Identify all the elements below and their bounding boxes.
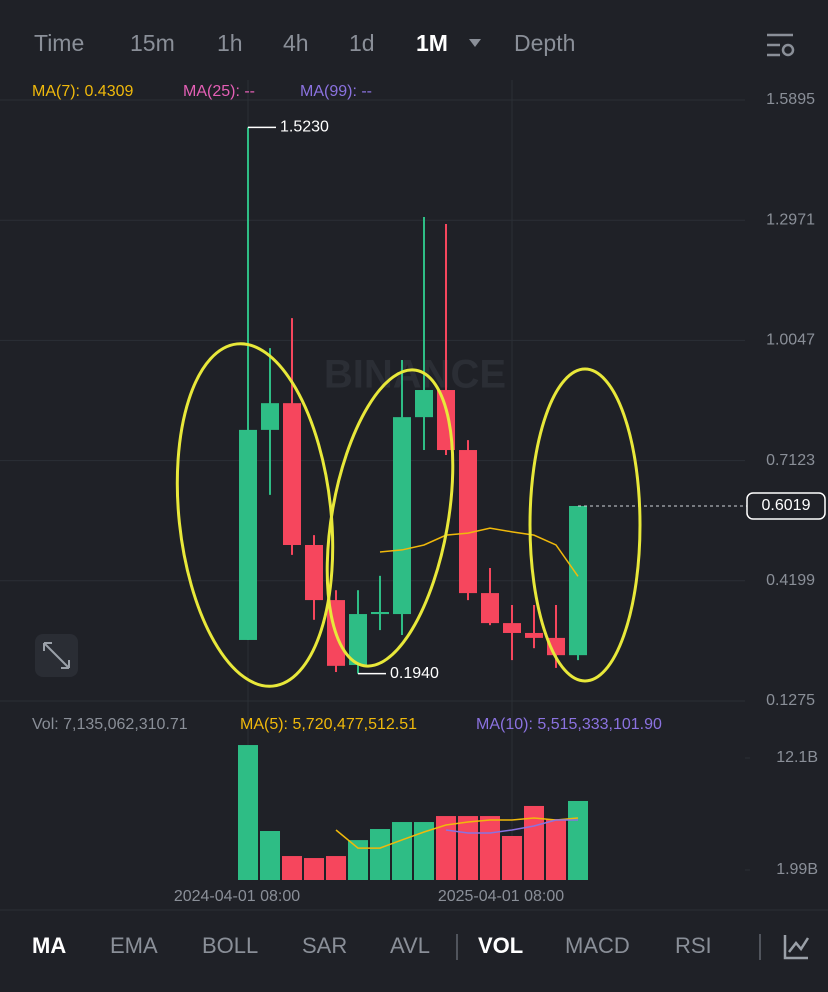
indicator-tab[interactable]: AVL: [390, 933, 430, 958]
y-tick-label: 0.1275: [766, 692, 815, 709]
x-tick-label: 2025-04-01 08:00: [438, 888, 564, 905]
indicator-tab[interactable]: VOL: [478, 933, 523, 958]
circle-annotation: [325, 368, 455, 668]
last-price-label: 0.6019: [762, 497, 811, 514]
volume-bar: [480, 816, 500, 880]
candle-body: [393, 417, 411, 615]
volume-bar: [326, 856, 346, 880]
legend-entry: MA(7): 0.4309: [32, 83, 133, 100]
settings-icon[interactable]: [767, 33, 795, 57]
volume-bar: [524, 805, 544, 880]
candle-body: [283, 403, 301, 545]
watermark: BINANCE: [324, 353, 506, 397]
candle-body: [481, 593, 499, 624]
y-tick-label: 0.4199: [766, 572, 815, 589]
candle-body: [415, 390, 433, 418]
tab[interactable]: Depth: [514, 30, 575, 56]
legend-entry: MA(10): 5,515,333,101.90: [476, 716, 662, 733]
volume-bar: [348, 840, 368, 880]
candle-body: [569, 505, 587, 656]
indicator-tab[interactable]: BOLL: [202, 933, 258, 958]
legend-entry: MA(25): --: [183, 83, 255, 100]
tab[interactable]: 1d: [349, 30, 375, 56]
y-tick-label: 1.2971: [766, 211, 815, 228]
candle-body: [503, 623, 521, 633]
y-tick-label: 0.7123: [766, 452, 815, 469]
candle-body: [239, 429, 257, 640]
indicator-tab[interactable]: RSI: [675, 933, 712, 958]
tab[interactable]: 1h: [217, 30, 243, 56]
indicator-tab[interactable]: SAR: [302, 933, 347, 958]
volume-bar: [458, 816, 478, 880]
last-price-box: [746, 492, 826, 520]
tab[interactable]: 4h: [283, 30, 309, 56]
ma-line: [445, 819, 578, 834]
tab[interactable]: Time: [34, 30, 84, 56]
volume-bar: [392, 822, 412, 880]
volume-bar: [282, 856, 302, 880]
volume-bar: [414, 822, 434, 880]
indicator-tab[interactable]: MACD: [565, 933, 630, 958]
candle-body: [261, 403, 279, 430]
circle-annotation: [528, 367, 642, 683]
tab-active[interactable]: 1M: [416, 30, 448, 56]
volume-bar: [370, 829, 390, 880]
volume-bar: [238, 745, 258, 880]
hand-drawn-circles: [175, 342, 642, 688]
ma-line: [379, 527, 579, 577]
legend-entry: MA(5): 5,720,477,512.51: [240, 716, 417, 733]
volume-bar: [304, 858, 324, 880]
annotation-label: 0.1940: [390, 665, 439, 682]
ma-line: [335, 817, 579, 849]
legend-entry: MA(99): --: [300, 83, 372, 100]
expand-icon: [43, 642, 70, 669]
candle-body: [349, 614, 367, 666]
y-tick-label: 1.5895: [766, 91, 815, 108]
x-tick-label: 2024-04-01 08:00: [174, 888, 300, 905]
volume-bar: [502, 835, 522, 880]
volume-bar: [568, 800, 588, 880]
annotation-label: 1.5230: [280, 119, 329, 136]
circle-annotation: [175, 342, 335, 688]
candle-body: [371, 612, 389, 615]
indicator-tab[interactable]: EMA: [110, 933, 158, 958]
volume-bar: [546, 819, 566, 880]
volume-bar: [436, 816, 456, 880]
y-tick-label: 12.1B: [776, 749, 818, 766]
y-tick-label: 1.99B: [776, 861, 818, 878]
candle-body: [459, 450, 477, 594]
indicator-tab[interactable]: MA: [32, 933, 66, 958]
y-tick-label: 1.0047: [766, 332, 815, 349]
tab[interactable]: 15m: [130, 30, 175, 56]
dropdown-arrow[interactable]: [469, 39, 481, 47]
candle-body: [305, 544, 323, 601]
volume-label: Vol: 7,135,062,310.71: [32, 716, 188, 733]
indicator-settings-icon[interactable]: [783, 935, 810, 960]
candle-body: [525, 632, 543, 638]
volume-bar: [260, 831, 280, 880]
